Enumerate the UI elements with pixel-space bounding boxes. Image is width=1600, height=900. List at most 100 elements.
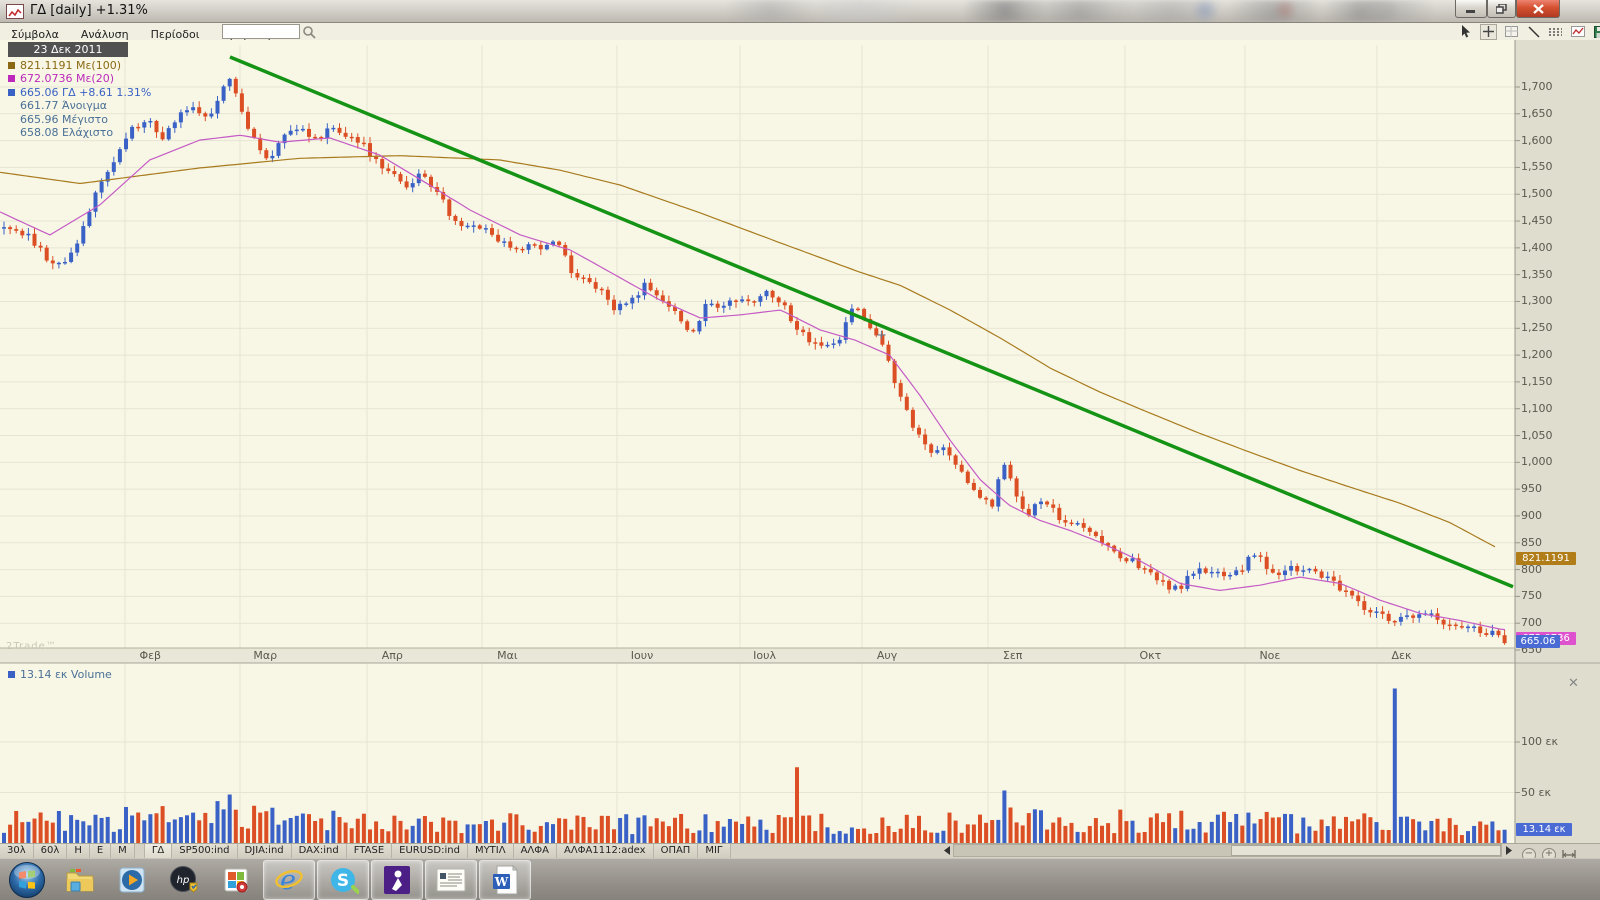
word-icon[interactable]: W [479, 860, 531, 900]
volume-tick-50 εκ: 50 εκ [1521, 785, 1551, 799]
svg-text:e: e [280, 865, 296, 895]
price-tick-900: 900 [1521, 508, 1542, 522]
tab-ΓΔ[interactable]: ΓΔ [144, 844, 173, 859]
crosshair-icon[interactable] [1480, 23, 1497, 40]
menu-Σύμβολα[interactable]: Σύμβολα [11, 28, 59, 41]
skype-icon[interactable]: S [317, 860, 369, 900]
menu-Περίοδοι[interactable]: Περίοδοι [150, 28, 200, 41]
save-icon[interactable] [1592, 25, 1600, 39]
crosshair-marker: + [876, 328, 887, 343]
month-label-Δεκ: Δεκ [1391, 649, 1412, 662]
tab-Μ[interactable]: Μ [111, 844, 135, 859]
price-tick-1,000: 1,000 [1521, 455, 1553, 469]
close-button[interactable] [1516, 0, 1560, 18]
tab-ΟΠΑΠ[interactable]: ΟΠΑΠ [653, 844, 699, 859]
legend-date: 23 Δεκ 2011 [8, 42, 128, 57]
scroll-left-arrow[interactable] [940, 844, 953, 857]
title-bar[interactable]: ΓΔ [daily] +1.31% [0, 0, 1600, 23]
hp-icon[interactable]: hp [159, 861, 209, 899]
legend-line-text: 672.0736 Με(20) [20, 72, 114, 85]
svg-text:hp: hp [177, 875, 190, 886]
legend-line-5: 658.08 Ελάχιστο [8, 126, 151, 139]
tab-30λ[interactable]: 30λ [0, 844, 34, 859]
legend-line-marker [8, 75, 15, 82]
legend-line-marker [8, 61, 15, 69]
menu-Ανάλυση[interactable]: Ανάλυση [80, 28, 129, 41]
scroll-right-arrow[interactable] [1502, 844, 1515, 857]
price-tick-1,100: 1,100 [1521, 401, 1553, 415]
month-label-Μαι: Μαι [497, 649, 518, 662]
legend-line-text: 665.96 Μέγιστο [20, 112, 108, 126]
legend-line-1: 672.0736 Με(20) [8, 72, 151, 85]
price-tick-1,400: 1,400 [1521, 240, 1553, 254]
minimize-button[interactable] [1455, 0, 1487, 18]
axis-value-label-13.14 εκ: 13.14 εκ [1516, 823, 1572, 837]
grid-box-icon[interactable] [1504, 25, 1519, 39]
volume-pane-close-icon[interactable]: ✕ [1568, 676, 1579, 691]
svg-text:W: W [494, 875, 509, 889]
legend-line-text: 661.77 Άνοιγμα [20, 99, 107, 112]
month-label-Αυγ: Αυγ [876, 649, 898, 662]
price-tick-1,300: 1,300 [1521, 294, 1553, 308]
photo-viewer-icon[interactable] [211, 861, 261, 899]
notes-app-icon[interactable] [425, 860, 477, 900]
price-tick-750: 750 [1521, 589, 1542, 603]
price-tick-1,600: 1,600 [1521, 133, 1553, 147]
tab-DAX:ind[interactable]: DAX:ind [291, 844, 347, 859]
legend-line-text: 658.08 Ελάχιστο [20, 126, 114, 139]
legend-line-3: 661.77 Άνοιγμα [8, 99, 151, 112]
month-label-Φεβ: Φεβ [139, 649, 162, 662]
volume-marker [8, 671, 15, 678]
internet-explorer-icon[interactable]: e [263, 860, 315, 900]
scrollbar-track[interactable] [953, 844, 1502, 857]
tab-ΜΙΓ[interactable]: ΜΙΓ [698, 844, 731, 859]
legend-line-0: 821.1191 Με(100) [8, 58, 151, 72]
background-window-blur [300, 0, 1470, 22]
price-tick-1,550: 1,550 [1521, 160, 1553, 174]
chart-type-icon[interactable] [1570, 25, 1585, 39]
price-tick-1,450: 1,450 [1521, 214, 1553, 228]
symbol-search-input[interactable] [222, 24, 300, 39]
tab-Η[interactable]: Η [67, 844, 90, 859]
month-label-Μαρ: Μαρ [253, 649, 278, 662]
price-volume-chart[interactable] [0, 40, 1600, 843]
window-title: ΓΔ [daily] +1.31% [30, 3, 148, 18]
tab-FTASE[interactable]: FTASE [346, 844, 393, 859]
chart-legend: 23 Δεκ 2011 821.1191 Με(100) 672.0736 Με(… [8, 42, 151, 139]
month-label-Ιουλ: Ιουλ [753, 649, 776, 662]
price-tick-1,150: 1,150 [1521, 374, 1553, 388]
scrollbar-thumb[interactable] [1231, 845, 1501, 856]
horizontal-scrollbar[interactable] [940, 844, 1515, 857]
search-icon[interactable] [302, 24, 316, 43]
trendline-tool-icon[interactable] [1526, 25, 1541, 39]
restore-button[interactable] [1487, 0, 1516, 18]
tab-ΑΛΦΑ1112:adex[interactable]: ΑΛΦΑ1112:adex [556, 844, 654, 859]
trading-app-icon[interactable] [371, 860, 423, 900]
menu-bar: ΣύμβολαΑνάλυσηΠερίοδοιΠροβολή [0, 23, 1600, 41]
axis-value-label-821.1191: 821.1191 [1516, 551, 1576, 565]
axis-value-label-665.06: 665.06 [1516, 635, 1560, 649]
dotted-grid-icon[interactable] [1548, 25, 1563, 39]
explorer-icon[interactable] [55, 861, 105, 899]
tab-SP500:ind[interactable]: SP500:ind [172, 844, 238, 859]
start-button[interactable] [1, 861, 53, 899]
price-tick-850: 850 [1521, 535, 1542, 549]
tab-DJIA:ind[interactable]: DJIA:ind [237, 844, 292, 859]
tab-60λ[interactable]: 60λ [33, 844, 68, 859]
price-tick-700: 700 [1521, 616, 1542, 630]
cursor-icon[interactable] [1458, 25, 1473, 39]
watermark: 2Trade™ [6, 641, 57, 652]
tab-Ε[interactable]: Ε [89, 844, 112, 859]
tab-ΑΛΦΑ[interactable]: ΑΛΦΑ [513, 844, 557, 859]
price-tick-1,200: 1,200 [1521, 348, 1553, 362]
legend-line-text: 821.1191 Με(100) [20, 58, 121, 72]
media-player-icon[interactable] [107, 861, 157, 899]
month-label-Νοε: Νοε [1259, 649, 1281, 662]
price-tick-1,250: 1,250 [1521, 321, 1553, 335]
month-label-Σεπ: Σεπ [1002, 649, 1023, 662]
tab-ΜΥΤΙΛ[interactable]: ΜΥΤΙΛ [467, 844, 514, 859]
tab-separator [134, 844, 145, 859]
tab-EURUSD:ind[interactable]: EURUSD:ind [392, 844, 468, 859]
price-tick-1,050: 1,050 [1521, 428, 1553, 442]
